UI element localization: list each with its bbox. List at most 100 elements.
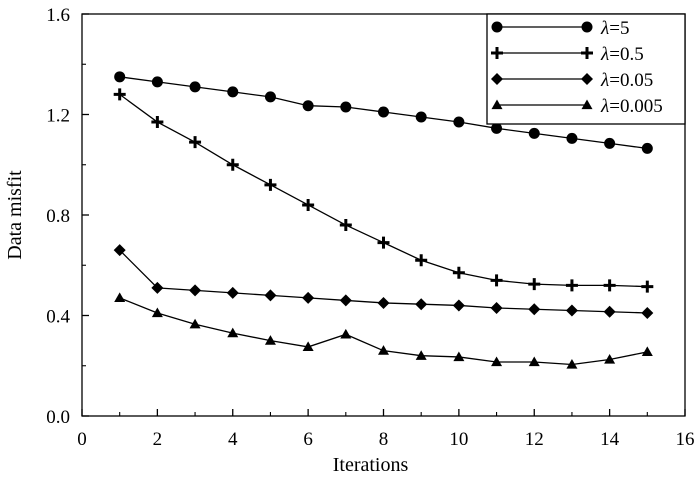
data-point	[302, 291, 315, 304]
data-point	[453, 351, 465, 362]
legend-marker	[581, 21, 593, 33]
data-point	[566, 132, 578, 144]
data-point	[113, 244, 126, 257]
data-point	[453, 116, 465, 128]
data-point	[340, 328, 352, 339]
data-point	[340, 101, 352, 113]
legend-lambda: λ	[600, 44, 609, 65]
data-point	[415, 254, 428, 267]
series-triangle	[114, 292, 653, 369]
x-tick-label: 2	[153, 429, 163, 450]
data-point	[528, 303, 541, 316]
data-point	[603, 279, 616, 292]
data-point	[415, 350, 427, 360]
data-point	[189, 318, 201, 329]
data-point	[641, 306, 654, 319]
data-point	[378, 106, 389, 118]
x-tick-label: 0	[77, 429, 87, 450]
legend-value: =0.05	[609, 70, 653, 91]
data-point	[189, 81, 201, 93]
data-point	[339, 219, 352, 232]
y-tick-label: 1.6	[46, 5, 70, 26]
legend-marker	[491, 73, 503, 85]
data-point	[565, 279, 578, 292]
y-tick-label: 0.4	[46, 307, 70, 328]
x-tick-label: 8	[379, 429, 389, 450]
x-tick-label: 16	[676, 429, 695, 450]
data-point	[226, 286, 239, 299]
data-point	[415, 111, 427, 123]
data-point	[264, 91, 276, 103]
data-point	[189, 136, 202, 149]
legend-label: λ=0.5	[600, 44, 644, 65]
series-diamond	[113, 244, 654, 319]
data-point	[378, 345, 389, 355]
data-point	[264, 335, 276, 345]
data-point	[151, 281, 164, 294]
x-tick-label: 14	[600, 429, 620, 450]
legend-label: λ=5	[600, 18, 629, 39]
data-point	[227, 327, 239, 338]
data-point	[641, 142, 653, 154]
data-point	[490, 301, 503, 314]
data-point	[604, 353, 616, 364]
legend-value: =0.005	[609, 96, 662, 117]
data-point	[490, 274, 503, 287]
x-tick-label: 12	[525, 429, 544, 450]
data-point	[452, 266, 465, 279]
data-point	[302, 198, 315, 211]
data-point	[604, 137, 616, 149]
legend-marker	[581, 99, 593, 110]
x-tick-label: 6	[303, 429, 313, 450]
data-point	[114, 71, 126, 83]
legend-value: =5	[609, 18, 629, 39]
y-tick-label: 1.2	[46, 106, 70, 127]
data-point	[566, 358, 578, 369]
data-point	[151, 307, 163, 318]
legend-label: λ=0.05	[600, 70, 653, 91]
data-point	[528, 127, 540, 139]
legend-lambda: λ	[600, 96, 609, 117]
data-point	[415, 298, 428, 311]
data-point	[151, 116, 164, 129]
data-point	[641, 280, 654, 293]
x-tick-label: 10	[449, 429, 468, 450]
data-point	[452, 299, 465, 312]
y-tick-label: 0.0	[46, 407, 70, 428]
legend-label: λ=0.005	[600, 96, 663, 117]
x-axis-title: Iterations	[333, 454, 409, 476]
data-point	[227, 86, 239, 98]
series-circle	[114, 71, 653, 154]
data-point	[528, 278, 541, 291]
legend-marker	[491, 47, 503, 59]
data-point	[377, 296, 390, 309]
data-point	[189, 284, 202, 297]
data-point	[151, 76, 163, 88]
data-point	[302, 341, 314, 352]
data-point	[113, 88, 126, 101]
data-point	[114, 292, 126, 303]
data-point	[565, 304, 578, 317]
data-point	[264, 289, 277, 302]
data-point	[339, 294, 352, 307]
data-point	[491, 356, 503, 367]
legend: λ=5λ=0.5λ=0.05λ=0.005	[486, 13, 686, 125]
y-axis-title: Data misfit	[4, 170, 26, 260]
data-point	[528, 356, 540, 367]
data-point	[264, 178, 277, 191]
data-point	[302, 100, 314, 112]
legend-marker	[491, 21, 503, 33]
legend-value: =0.5	[609, 44, 643, 65]
data-point	[603, 305, 616, 318]
series-plus	[113, 88, 654, 293]
legend-marker	[491, 99, 503, 110]
y-tick-label: 0.8	[46, 206, 70, 227]
legend-marker	[581, 73, 593, 85]
data-point	[641, 346, 653, 357]
x-tick-label: 4	[228, 429, 238, 450]
legend-lambda: λ	[600, 70, 609, 91]
data-point	[491, 122, 503, 134]
data-point	[226, 158, 239, 171]
legend-lambda: λ	[600, 18, 609, 39]
